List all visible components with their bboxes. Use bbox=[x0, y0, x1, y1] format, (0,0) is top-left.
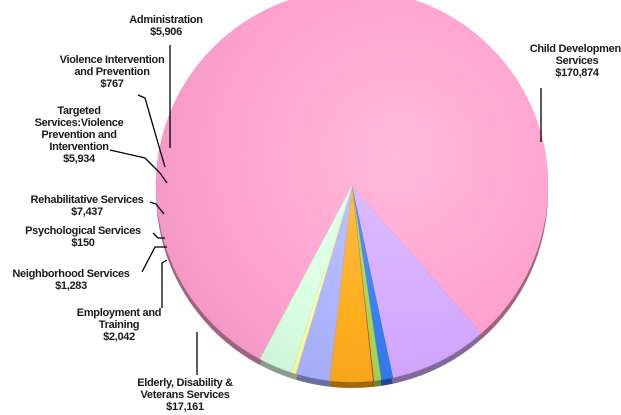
label-rehabilitative-services: Rehabilitative Services $7,437 bbox=[31, 194, 144, 218]
label-line-rehabilitative-services: Rehabilitative Services bbox=[31, 194, 144, 206]
label-line-psychological-services: Psychological Services bbox=[25, 225, 141, 237]
value-elderly-disability-veterans-services: $17,161 bbox=[166, 401, 204, 413]
leader-psychological-services bbox=[152, 232, 165, 239]
value-targeted-services-violence-prevention-and-intervention: $5,934 bbox=[63, 153, 96, 165]
value-rehabilitative-services: $7,437 bbox=[71, 206, 103, 218]
value-psychological-services: $150 bbox=[71, 237, 94, 249]
label-line-targeted-services-violence-prevention-and-intervention: Services:Violence bbox=[35, 117, 124, 129]
value-neighborhood-services: $1,283 bbox=[55, 280, 87, 292]
value-administration: $5,906 bbox=[150, 26, 182, 38]
label-employment-and-training: Employment and Training $2,042 bbox=[77, 307, 161, 343]
leader-lines bbox=[109, 45, 542, 375]
label-line-targeted-services-violence-prevention-and-intervention: Targeted bbox=[57, 105, 100, 117]
leader-targeted-services-violence-prevention-and-intervention bbox=[109, 149, 168, 184]
label-line-neighborhood-services: Neighborhood Services bbox=[12, 268, 129, 280]
label-violence-intervention-and-prevention: Violence Intervention and Prevention $767 bbox=[60, 54, 165, 90]
value-employment-and-training: $2,042 bbox=[103, 331, 135, 343]
label-psychological-services: Psychological Services $150 bbox=[25, 225, 141, 249]
label-neighborhood-services: Neighborhood Services $1,283 bbox=[12, 268, 129, 292]
label-line-violence-intervention-and-prevention: and Prevention bbox=[74, 66, 150, 78]
label-line-child-development-services: Child Development bbox=[530, 43, 621, 55]
label-line-violence-intervention-and-prevention: Violence Intervention bbox=[60, 54, 165, 66]
label-line-targeted-services-violence-prevention-and-intervention: Intervention bbox=[49, 141, 109, 153]
pie-slices bbox=[155, 0, 549, 383]
leader-violence-intervention-and-prevention bbox=[137, 94, 166, 168]
slice-labels: Child Development Services $170,874 Elderly… bbox=[12, 14, 621, 413]
leader-rehabilitative-services bbox=[149, 201, 165, 215]
label-line-elderly-disability-veterans-services: Elderly, Disability & bbox=[137, 377, 233, 389]
value-violence-intervention-and-prevention: $767 bbox=[100, 78, 123, 90]
leader-neighborhood-services bbox=[141, 246, 167, 273]
label-line-targeted-services-violence-prevention-and-intervention: Prevention and bbox=[41, 129, 116, 141]
label-elderly-disability-veterans-services: Elderly, Disability & Veterans Services $1… bbox=[137, 377, 233, 413]
label-line-employment-and-training: Training bbox=[99, 319, 139, 331]
leader-employment-and-training bbox=[161, 259, 168, 308]
label-administration: Administration $5,906 bbox=[129, 14, 203, 38]
label-line-child-development-services: Services bbox=[556, 55, 599, 67]
label-child-development-services: Child Development Services $170,874 bbox=[530, 43, 621, 79]
label-line-administration: Administration bbox=[129, 14, 203, 26]
label-targeted-services-violence-prevention-and-intervention: Targeted Services:Violence Prevention and I… bbox=[35, 105, 124, 165]
label-line-employment-and-training: Employment and bbox=[77, 307, 161, 319]
label-line-elderly-disability-veterans-services: Veterans Services bbox=[140, 389, 229, 401]
value-child-development-services: $170,874 bbox=[555, 67, 600, 79]
